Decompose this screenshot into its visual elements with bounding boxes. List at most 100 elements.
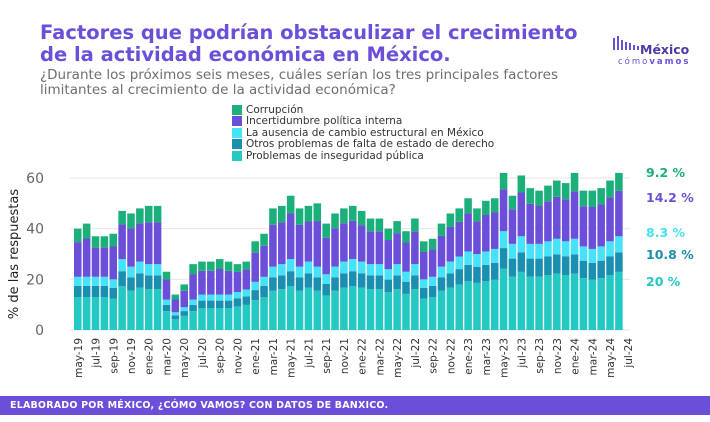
x-tick-label: ene-23 (463, 338, 475, 375)
x-tick-label: nov-19 (126, 338, 138, 374)
bar-segment (322, 295, 330, 330)
bar-segment (322, 223, 330, 238)
bar-segment (136, 223, 144, 262)
bar-segment (260, 297, 268, 330)
bar-segment (295, 290, 304, 330)
bar-segment (322, 283, 330, 296)
bar-segment (153, 205, 162, 223)
bar-segment (153, 289, 162, 330)
bar-segment (251, 241, 259, 253)
bar-segment (180, 290, 188, 308)
bar-segment (349, 205, 357, 221)
bar-segment (499, 268, 508, 330)
bar-segment (82, 223, 91, 239)
bar-segment (109, 279, 118, 288)
bar-segment (473, 267, 481, 283)
bar-segment (224, 261, 233, 271)
bar-segment (233, 298, 242, 307)
logo-tagline: cómovamos (618, 57, 691, 67)
bar-segment (198, 308, 206, 330)
legend-label: Otros problemas de falta de estado de de… (246, 138, 495, 151)
bar-segment (207, 300, 215, 309)
bar-segment (375, 218, 384, 232)
bar-segment (251, 290, 259, 301)
bar-segment (384, 279, 393, 293)
y-tick-label: 20 (26, 272, 44, 288)
x-tick-label: nov-23 (552, 338, 564, 374)
bar-segment (144, 289, 153, 330)
bar-segment (153, 264, 162, 276)
bar-segment (340, 273, 348, 288)
bar-segment (402, 271, 410, 282)
x-tick-label: mar-23 (481, 338, 493, 375)
y-tick-label: 60 (26, 171, 44, 187)
bar-segment (74, 242, 82, 277)
bar-segment (384, 292, 393, 330)
bar-segment (393, 221, 401, 234)
bar-segment (482, 214, 490, 252)
bar-segment (561, 256, 570, 276)
legend-label: Problemas de inseguridad pública (246, 149, 424, 162)
bar-segment (349, 271, 357, 287)
bar-segment (535, 190, 543, 206)
bar-segment (544, 275, 552, 330)
legend-item-estado-derecho: Otros problemas de falta de estado de de… (232, 138, 495, 151)
bar-segment (455, 256, 463, 270)
last-value-label: 8.3 % (646, 225, 685, 240)
legend-swatch (232, 104, 242, 115)
bar-segment (171, 315, 180, 320)
bar-segment (331, 277, 339, 291)
bar-segment (499, 189, 508, 232)
legend-label: Corrupción (246, 103, 304, 116)
last-value-label: 20 % (646, 274, 681, 289)
bar-segment (508, 258, 517, 277)
stacked-bar-chart: 0 20 40 60 % de las respuestas may-19 jul-19 se… (7, 165, 694, 378)
bar-segment (455, 208, 463, 222)
bar-segment (224, 270, 233, 295)
bar-segment (180, 315, 188, 330)
bar-segment (490, 262, 499, 280)
bar-segment (384, 228, 393, 241)
bar-segment (295, 266, 304, 278)
bar-segment (437, 277, 446, 291)
legend-swatch (232, 127, 242, 138)
bar-segment (393, 289, 401, 330)
bar-segment (464, 251, 472, 265)
bar-segment (74, 285, 82, 298)
bar-segment (295, 224, 304, 267)
bar-segment (313, 221, 322, 267)
bar-segment (242, 261, 251, 270)
bar-segment (286, 271, 295, 287)
bar-segment (215, 300, 224, 309)
bar-segment (402, 293, 410, 330)
x-tick-label: jul-23 (516, 338, 528, 369)
x-tick-label: may-20 (179, 338, 191, 378)
bar-segment (419, 241, 428, 252)
bar-segment (260, 276, 268, 286)
bar-segment (544, 241, 552, 257)
bar-segment (561, 275, 570, 330)
bar-segment (375, 275, 384, 290)
bar-segment (384, 269, 393, 280)
bar-segment (91, 247, 100, 277)
bar-segment (322, 274, 330, 284)
x-tick-label: ene-24 (570, 338, 582, 375)
bar-segment (109, 233, 118, 247)
bar-segment (579, 190, 588, 207)
bar-segment (278, 289, 286, 330)
bar-segment (269, 290, 277, 330)
legend-swatch (232, 139, 242, 150)
bar-segment (118, 210, 126, 225)
bar-segment (349, 259, 357, 272)
bar-segment (508, 195, 517, 210)
bar-segment (260, 245, 268, 277)
bar-segment (109, 288, 118, 299)
bar-segment (162, 279, 171, 300)
bar-segment (366, 218, 375, 232)
bar-segment (499, 231, 508, 249)
bar-segment (269, 208, 277, 225)
bar-segment (100, 236, 109, 248)
bar-segment (171, 299, 180, 313)
bar-segment (127, 266, 135, 278)
bar-segment (544, 185, 552, 202)
